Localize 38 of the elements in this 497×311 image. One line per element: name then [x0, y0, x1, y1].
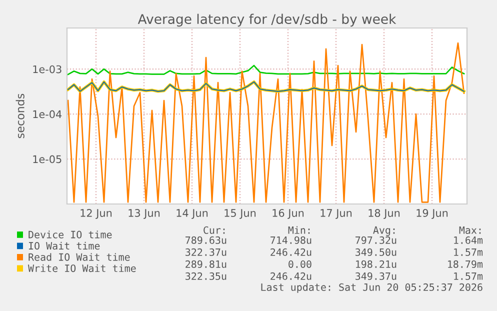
chart-title: Average latency for /dev/sdb - by week — [138, 14, 396, 27]
x-tick-label: 19 Jun — [416, 209, 448, 219]
text: 198.21u — [356, 260, 396, 268]
text: 322.35u — [186, 272, 226, 280]
text: 18.79m — [448, 260, 483, 268]
text: 0.00 — [288, 260, 312, 268]
y-tick-label: 1e-05 — [33, 155, 62, 164]
legend-label: Read IO Wait time — [28, 253, 130, 261]
text: 1.64m — [454, 236, 483, 244]
text: 349.50u — [356, 248, 396, 256]
x-tick-label: 18 Jun — [368, 209, 400, 219]
x-tick-label: 16 Jun — [272, 209, 304, 219]
text: Cur: — [204, 226, 225, 234]
text: Min: — [288, 226, 310, 234]
text: 714.98u — [270, 236, 312, 244]
text: 322.37u — [186, 248, 226, 256]
text: Avg: — [373, 226, 395, 236]
y-tick-label: 1e-03 — [33, 65, 62, 74]
x-tick-label: 14 Jun — [176, 209, 208, 219]
x-tick-label: 15 Jun — [224, 209, 256, 219]
text: 789.63u — [186, 236, 226, 244]
text: 1.57m — [454, 272, 483, 280]
legend-label: Write IO Wait time — [28, 264, 136, 272]
x-tick-label: 13 Jun — [128, 209, 160, 219]
x-tick-label: 12 Jun — [80, 209, 112, 219]
y-tick-label: 1e-04 — [33, 110, 62, 118]
legend-label: Device IO time — [28, 230, 112, 238]
legend-label: IO Wait time — [28, 242, 100, 250]
text: 349.37u — [356, 272, 396, 280]
text: Last update: Sat Jun 20 05:25:37 2026 — [261, 283, 482, 293]
text: 246.42u — [270, 248, 312, 256]
text: 289.81u — [186, 260, 226, 268]
y-axis-title: seconds — [16, 94, 24, 138]
text: 797.32u — [356, 236, 396, 244]
text: 246.42u — [270, 272, 312, 280]
text: 1.57m — [454, 248, 483, 256]
text: Max: — [459, 226, 481, 234]
x-tick-label: 17 Jun — [320, 209, 352, 219]
